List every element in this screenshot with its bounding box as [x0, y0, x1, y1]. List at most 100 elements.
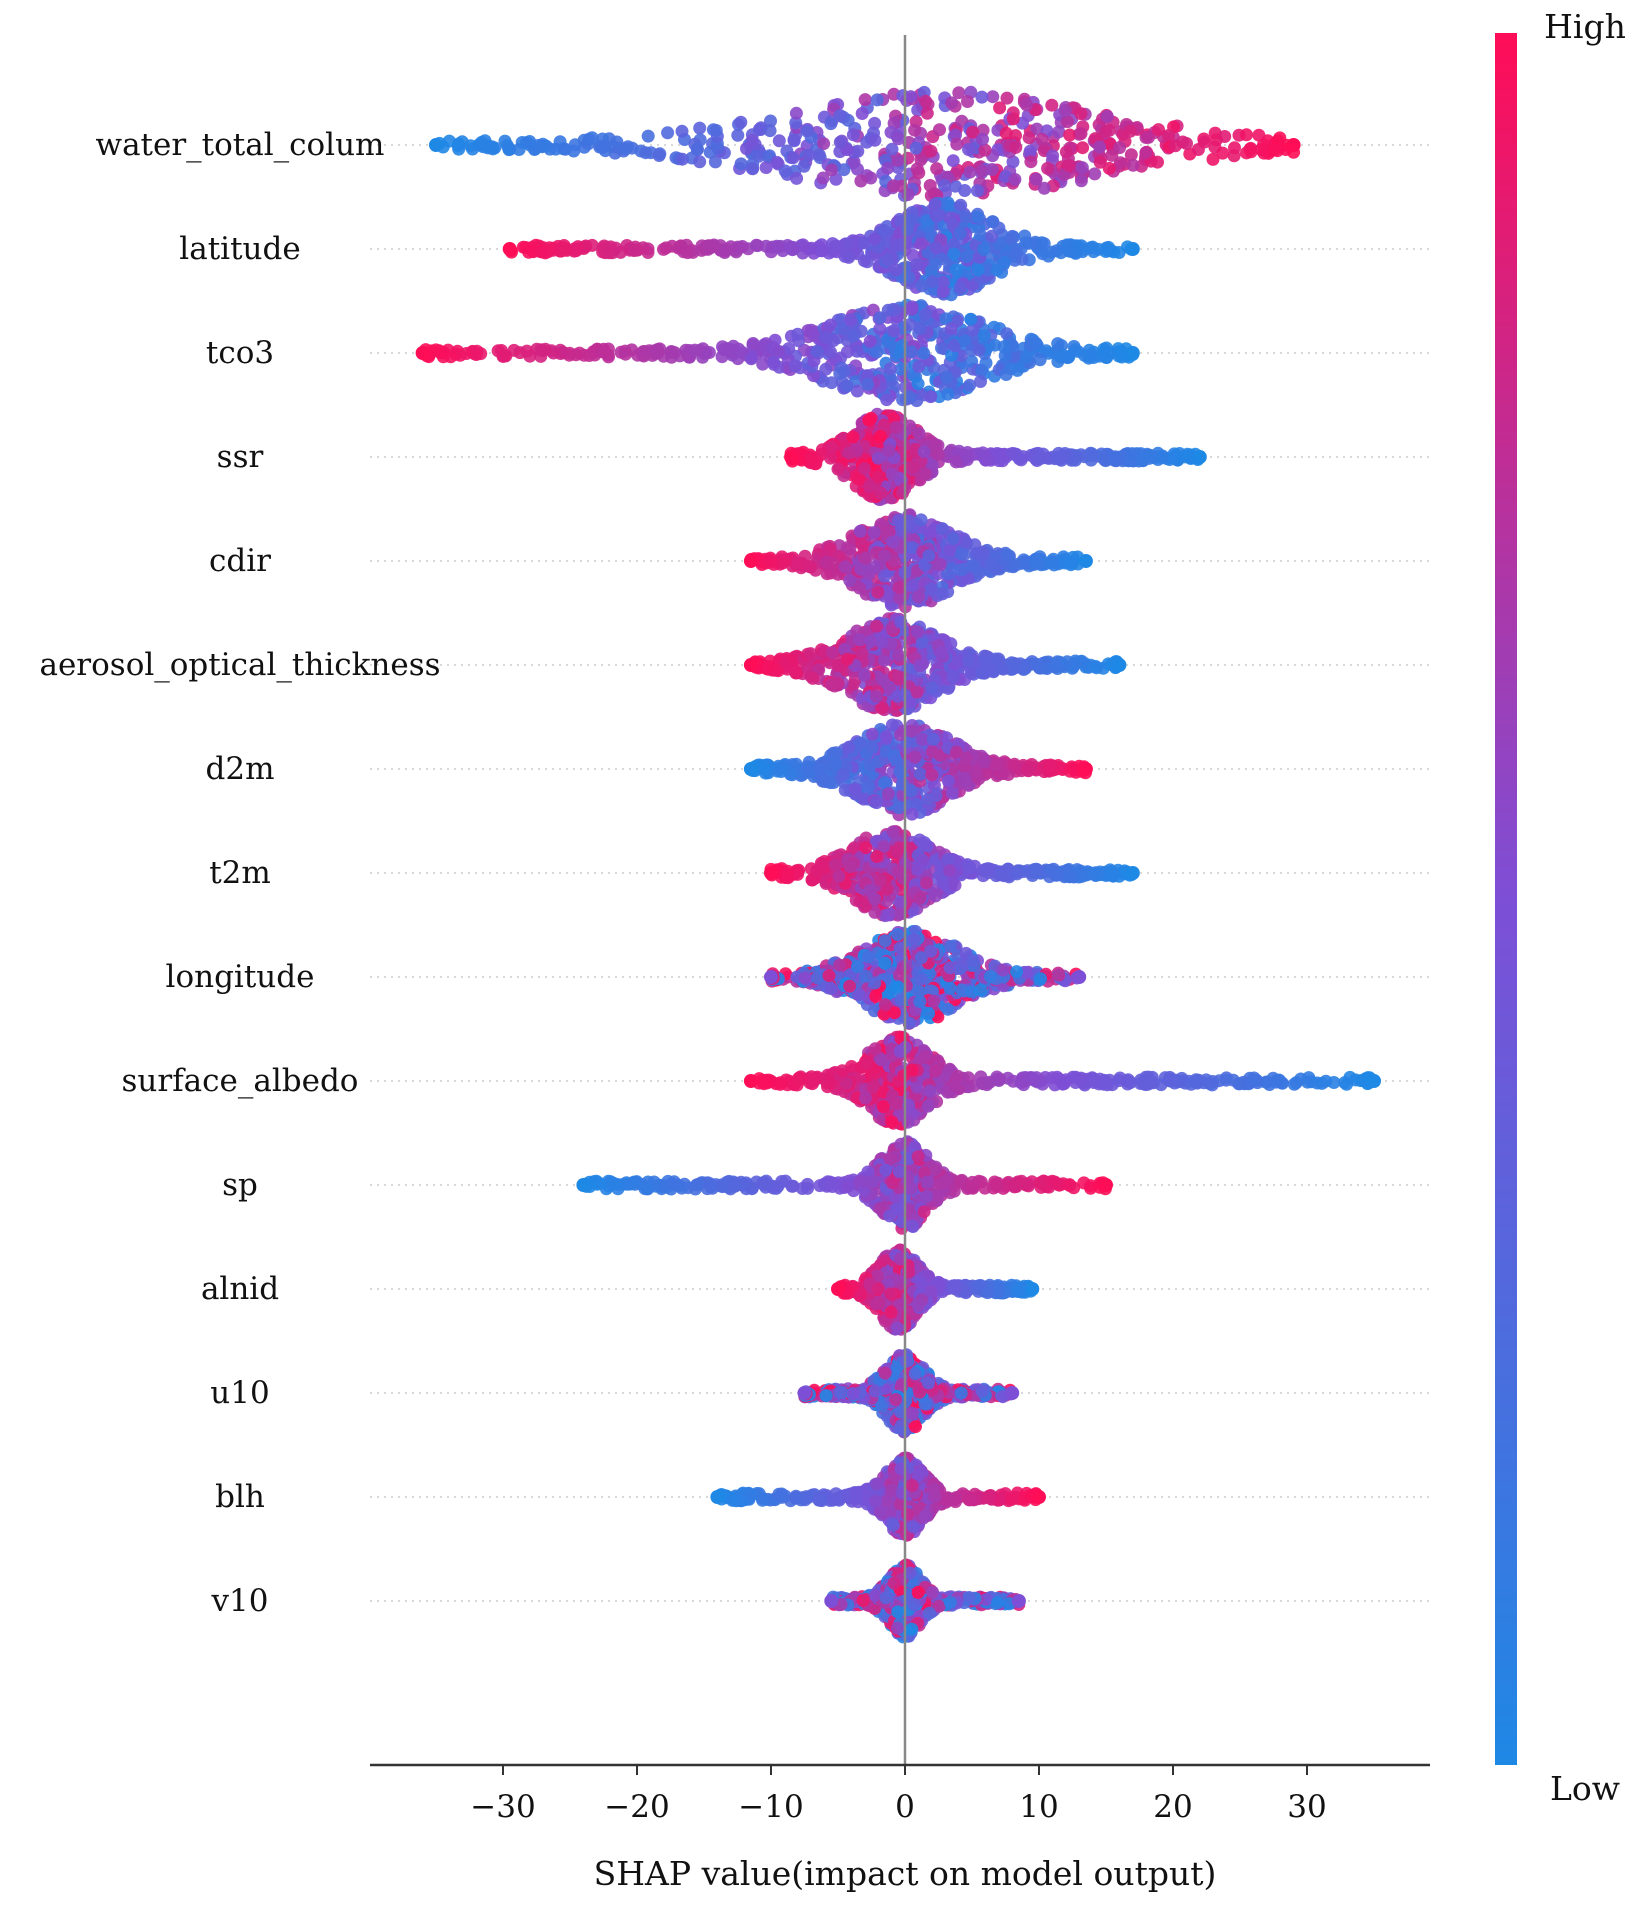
shap-point — [1010, 965, 1024, 979]
shap-point — [1191, 143, 1205, 156]
shap-point — [890, 845, 904, 859]
shap-point — [878, 934, 892, 948]
shap-point — [973, 983, 987, 997]
shap-point — [1244, 145, 1258, 159]
shap-point — [955, 547, 968, 561]
shap-point — [868, 232, 882, 246]
shap-point — [962, 861, 976, 875]
shap-point — [1019, 661, 1033, 675]
shap-point — [941, 853, 955, 866]
shap-point — [961, 653, 975, 667]
shap-point — [997, 340, 1011, 354]
shap-point — [639, 146, 653, 160]
shap-point — [1052, 968, 1066, 982]
shap-point — [1099, 350, 1113, 364]
shap-point — [945, 786, 959, 800]
shap-point — [1090, 661, 1104, 675]
shap-point — [885, 718, 899, 732]
shap-point — [1009, 140, 1023, 154]
shap-point — [1074, 107, 1088, 121]
shap-point — [918, 308, 932, 322]
shap-point — [874, 873, 887, 887]
shap-point — [744, 352, 758, 366]
shap-point — [1024, 155, 1038, 169]
shap-point — [954, 198, 968, 212]
shap-point — [1227, 149, 1241, 163]
shap-point — [536, 137, 550, 151]
shap-point — [522, 245, 536, 259]
shap-point — [1033, 353, 1047, 367]
shap-point — [764, 866, 778, 880]
shap-point — [960, 250, 974, 263]
shap-point — [923, 179, 937, 192]
shap-point — [865, 740, 879, 754]
shap-point — [857, 236, 871, 250]
shap-point — [763, 124, 777, 138]
shap-point — [864, 411, 878, 425]
shap-point — [929, 257, 942, 271]
shap-point — [970, 210, 984, 224]
shap-point — [851, 162, 864, 176]
shap-point — [886, 535, 900, 549]
shap-point — [661, 126, 675, 140]
shap-point — [693, 121, 707, 135]
shap-point — [470, 344, 484, 358]
shap-point — [806, 671, 820, 685]
shap-point — [891, 648, 905, 662]
shap-point — [585, 131, 599, 145]
shap-point — [833, 367, 847, 380]
shap-point — [843, 542, 857, 556]
shap-point — [864, 634, 878, 648]
shap-point — [797, 159, 811, 173]
shap-point — [922, 1006, 935, 1020]
shap-point — [816, 171, 830, 185]
shap-point — [1062, 158, 1076, 172]
shap-point — [891, 154, 905, 168]
shap-point — [1084, 449, 1098, 463]
shap-point — [867, 526, 881, 539]
shap-point — [960, 450, 974, 464]
shap-point — [871, 585, 885, 599]
feature-row-longitude — [764, 924, 1087, 1030]
shap-point — [933, 123, 946, 137]
shap-point — [878, 569, 891, 583]
shap-point — [974, 228, 988, 242]
shap-point — [1061, 115, 1074, 129]
shap-point — [675, 124, 689, 138]
shap-point — [918, 467, 932, 481]
shap-point — [1041, 249, 1055, 263]
shap-point — [1206, 152, 1220, 166]
shap-point — [618, 142, 632, 156]
shap-point — [1045, 98, 1059, 112]
shap-point — [796, 238, 810, 252]
shap-point — [927, 994, 941, 1008]
shap-point — [930, 162, 944, 176]
feature-row-cdir — [743, 508, 1093, 614]
shap-point — [778, 164, 792, 178]
shap-point — [904, 90, 918, 104]
shap-point — [1020, 98, 1034, 112]
shap-point — [889, 263, 903, 277]
shap-point — [963, 165, 977, 179]
shap-point — [567, 144, 581, 158]
shap-point — [703, 145, 717, 159]
shap-point — [857, 668, 871, 682]
shap-point — [1008, 172, 1022, 186]
shap-point — [759, 161, 773, 175]
shap-point — [1108, 451, 1122, 465]
shap-point — [922, 549, 936, 563]
shap-point — [1084, 241, 1098, 255]
shap-point — [870, 796, 884, 810]
shap-point — [810, 344, 824, 358]
shap-point — [936, 275, 950, 289]
feature-row-d2m — [743, 718, 1093, 822]
shap-point — [901, 188, 915, 201]
shap-point — [947, 238, 961, 251]
shap-point — [859, 551, 873, 565]
shap-point — [920, 876, 933, 890]
shap-point — [1125, 346, 1140, 360]
shap-point — [415, 346, 430, 360]
shap-point — [824, 117, 838, 131]
shap-point — [913, 659, 927, 673]
